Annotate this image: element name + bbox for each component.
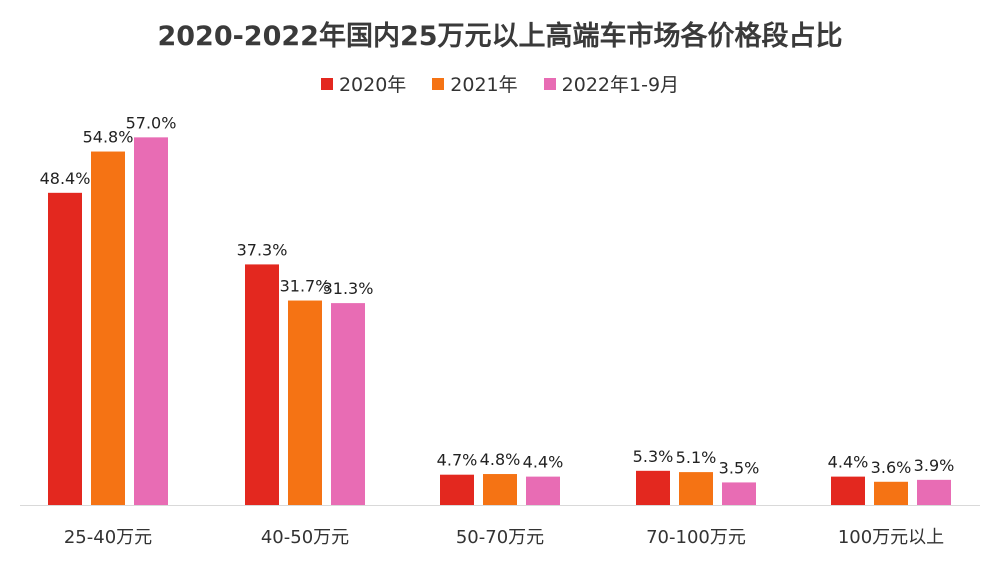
- data-label-4-1: 3.6%: [871, 458, 912, 477]
- data-label-2-0: 4.7%: [437, 451, 478, 470]
- bar-3-1: [679, 472, 713, 505]
- bar-2-2: [526, 476, 560, 505]
- bar-1-0: [245, 264, 279, 505]
- legend-label-2021: 2021年: [450, 74, 518, 96]
- data-label-2-2: 4.4%: [523, 453, 564, 472]
- legend-swatch-2022: [543, 77, 556, 90]
- chart-legend: 2020年 2021年 2022年1-9月: [0, 70, 1000, 97]
- legend-swatch-2020: [320, 77, 333, 90]
- data-label-4-2: 3.9%: [914, 456, 955, 475]
- legend-label-2020: 2020年: [338, 74, 407, 96]
- data-label-1-0: 37.3%: [237, 240, 288, 259]
- data-label-0-2: 57.0%: [126, 113, 177, 132]
- data-label-0-0: 48.4%: [40, 169, 91, 188]
- data-label-3-2: 3.5%: [719, 458, 760, 477]
- data-label-1-2: 31.3%: [323, 279, 374, 298]
- legend-item-2022: 2022年1-9月: [543, 70, 680, 97]
- data-label-3-1: 5.1%: [676, 448, 717, 467]
- data-label-0-1: 54.8%: [83, 128, 134, 147]
- bar-2-1: [483, 474, 517, 505]
- category-label-1: 40-50万元: [261, 527, 349, 548]
- data-label-3-0: 5.3%: [633, 447, 674, 466]
- data-label-1-1: 31.7%: [280, 277, 331, 296]
- chart-title: 2020-2022年国内25万元以上高端车市场各价格段占比: [157, 21, 843, 52]
- data-label-2-1: 4.8%: [480, 450, 521, 469]
- bar-2-0: [440, 474, 474, 505]
- bar-0-0: [48, 192, 82, 505]
- legend-item-2021: 2021年: [432, 70, 518, 97]
- legend-item-2020: 2020年: [320, 70, 407, 97]
- bar-3-0: [636, 470, 670, 505]
- bar-0-2: [134, 137, 168, 505]
- bar-4-0: [831, 476, 865, 505]
- category-label-2: 50-70万元: [456, 527, 544, 548]
- bar-1-2: [331, 303, 365, 505]
- legend-label-2022: 2022年1-9月: [561, 74, 680, 96]
- bar-1-1: [288, 300, 322, 505]
- bar-3-2: [722, 482, 756, 505]
- legend-swatch-2021: [432, 77, 445, 90]
- category-label-0: 25-40万元: [64, 527, 152, 548]
- data-label-4-0: 4.4%: [828, 453, 869, 472]
- category-label-3: 70-100万元: [646, 527, 746, 548]
- bar-0-1: [91, 151, 125, 506]
- bar-4-1: [874, 481, 908, 505]
- bar-4-2: [917, 479, 951, 505]
- category-label-4: 100万元以上: [838, 527, 944, 548]
